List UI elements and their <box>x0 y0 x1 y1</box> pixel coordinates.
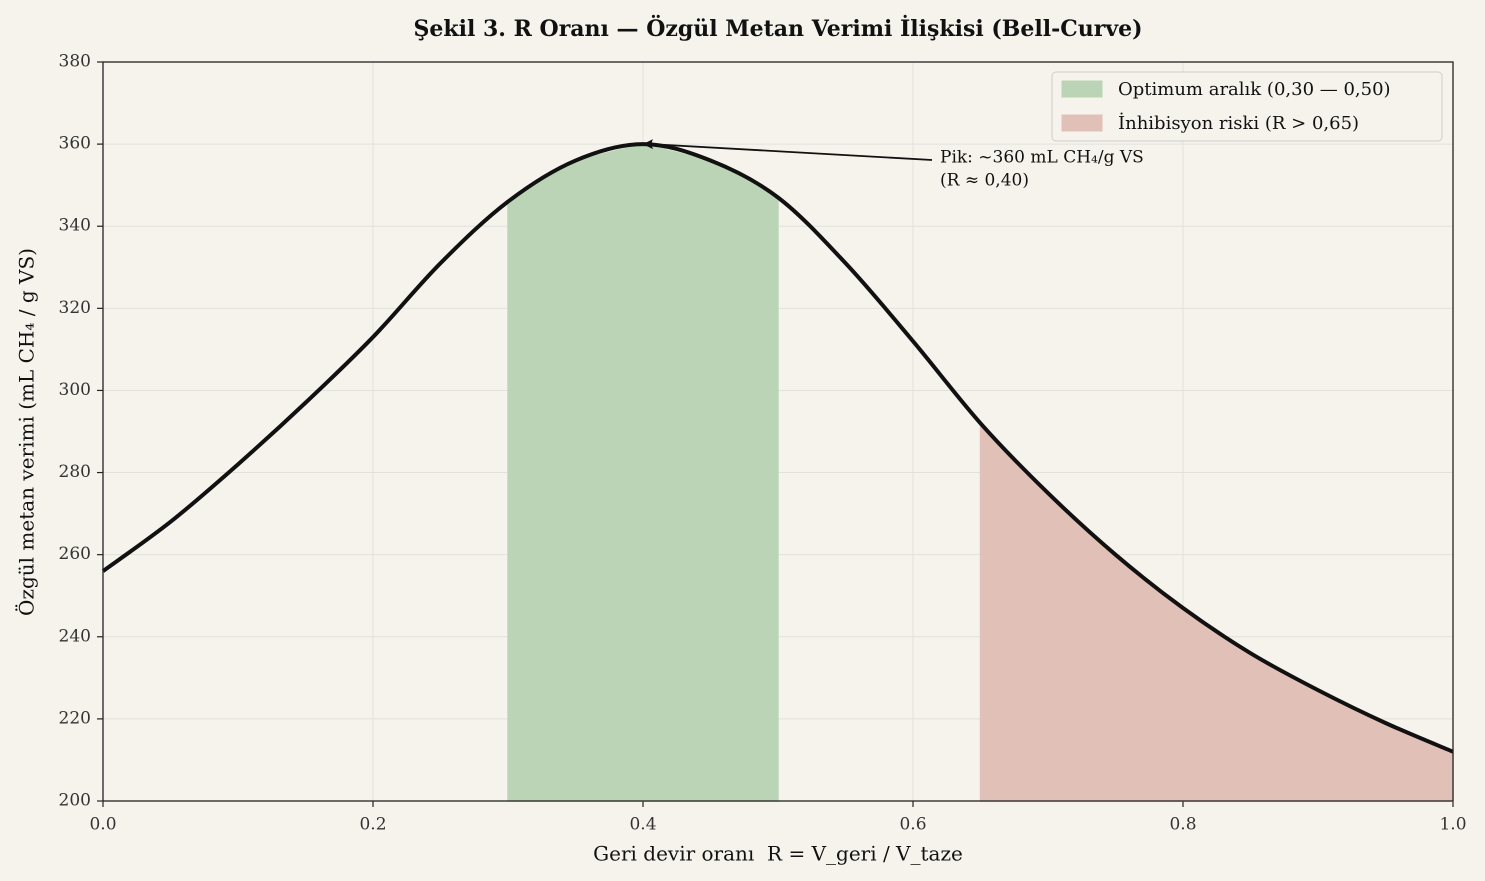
x-axis-label: Geri devir oranı R = V_geri / V_taze <box>593 842 963 866</box>
y-tick-label: 200 <box>59 791 91 811</box>
x-tick-label: 0.6 <box>899 815 926 835</box>
x-tick-label: 0.0 <box>89 815 116 835</box>
x-tick-label: 0.2 <box>359 815 386 835</box>
y-tick-label: 340 <box>59 216 91 236</box>
y-tick-label: 380 <box>59 52 91 72</box>
shaded-region <box>507 143 779 802</box>
y-tick-label: 300 <box>59 380 91 400</box>
y-tick-label: 240 <box>59 626 91 646</box>
legend-swatch <box>1061 114 1103 132</box>
y-tick-label: 360 <box>59 134 91 154</box>
y-tick-label: 280 <box>59 462 91 482</box>
annotation-arrowhead <box>643 139 653 150</box>
legend-label: İnhibisyon riski (R > 0,65) <box>1118 111 1359 134</box>
annotation-text: (R ≈ 0,40) <box>940 171 1029 191</box>
legend-label: Optimum aralık (0,30 — 0,50) <box>1118 79 1391 100</box>
annotation-text: Pik: ~360 mL CH₄/g VS <box>940 148 1144 168</box>
chart-title: Şekil 3. R Oranı — Özgül Metan Verimi İl… <box>413 14 1142 42</box>
legend-swatch <box>1061 80 1103 98</box>
y-tick-label: 220 <box>59 708 91 728</box>
y-tick-label: 260 <box>59 544 91 564</box>
legend-box <box>1051 71 1443 142</box>
x-tick-label: 0.8 <box>1169 815 1196 835</box>
x-tick-label: 1.0 <box>1439 815 1466 835</box>
x-tick-label: 0.4 <box>629 815 656 835</box>
annotation-arrow <box>650 143 933 161</box>
plot-frame <box>102 61 1454 802</box>
y-tick-label: 320 <box>59 298 91 318</box>
curve <box>101 142 1454 754</box>
y-axis-label: Özgül metan verimi (mL CH₄ / g VS) <box>14 248 39 616</box>
